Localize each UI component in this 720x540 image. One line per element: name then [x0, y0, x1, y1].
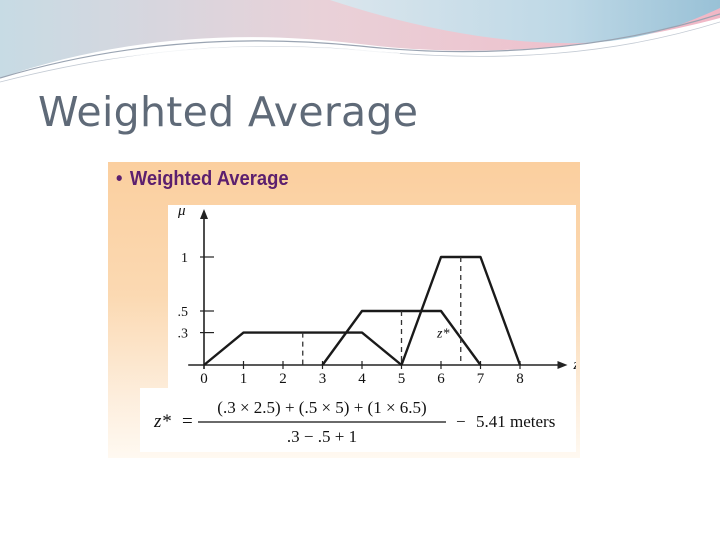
x-tick-label: 6: [437, 371, 445, 387]
figure-heading-text: Weighted Average: [129, 168, 289, 190]
x-axis-arrow-icon: [557, 361, 568, 369]
formula-area: z* = (.3 × 2.5) + (.5 × 5) + (1 × 6.5) .…: [140, 388, 576, 452]
formula-numerator: (.3 × 2.5) + (.5 × 5) + (1 × 6.5): [217, 398, 426, 417]
slide-title: Weighted Average: [38, 88, 419, 136]
x-axis-label: z: [573, 357, 577, 373]
labels-layer: 0 1 2 3 4 5 6 7 8 .3 .5 1 μ z z*: [177, 203, 580, 387]
y-tick-label: 1: [181, 251, 188, 266]
x-tick-label: 4: [358, 371, 366, 387]
x-tick-label: 3: [319, 371, 327, 387]
x-tick-label: 7: [477, 371, 485, 387]
figure-heading: • Weighted Average: [116, 168, 289, 191]
formula-denominator: .3 − .5 + 1: [287, 427, 357, 446]
figure-panel: • Weighted Average 0 1 2 3 4 5 6 7 8 .3 .5 1 μ z z* z* …: [108, 162, 580, 458]
y-axis-label: μ: [177, 205, 186, 219]
membership-chart: 0 1 2 3 4 5 6 7 8 .3 .5 1 μ z z*: [177, 203, 580, 387]
bullet-icon: •: [116, 168, 123, 190]
decorative-header-swoosh: [0, 0, 720, 83]
series-layer: [203, 255, 522, 366]
formula-result-equals: −: [456, 412, 466, 431]
chart-area: 0 1 2 3 4 5 6 7 8 .3 .5 1 μ z z*: [168, 203, 580, 388]
x-tick-label: 2: [279, 371, 287, 387]
x-tick-label: 1: [240, 371, 248, 387]
x-tick-label: 8: [516, 371, 524, 387]
formula-equals: =: [182, 411, 193, 432]
formula-lhs: z*: [153, 411, 171, 432]
y-tick-label: .5: [178, 305, 189, 320]
x-tick-label: 5: [398, 371, 406, 387]
weighted-average-formula: z* = (.3 × 2.5) + (.5 × 5) + (1 × 6.5) .…: [153, 398, 555, 446]
x-tick-label: 0: [200, 371, 208, 387]
y-tick-label: .3: [178, 327, 189, 342]
centroid-annotation: z*: [436, 327, 449, 342]
y-axis-arrow-icon: [200, 209, 208, 219]
formula-result: 5.41 meters: [476, 412, 555, 431]
